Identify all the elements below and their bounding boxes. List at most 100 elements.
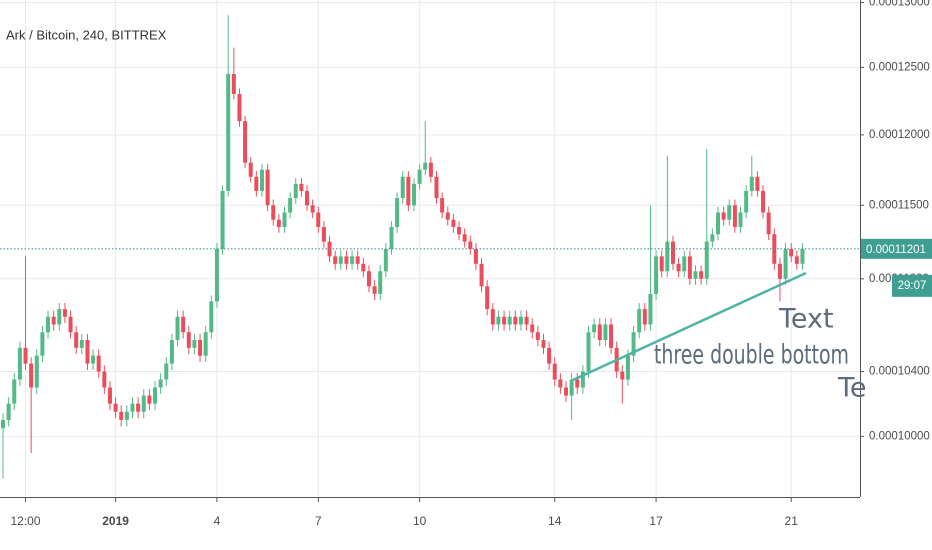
x-tick-label: 10 [413, 514, 427, 528]
candle-body [417, 169, 422, 184]
candle-body [485, 286, 490, 310]
candle-body [198, 340, 203, 356]
y-tick-label: 0.00013000 [869, 0, 930, 9]
candle-body [344, 256, 349, 264]
candle-body [654, 256, 659, 294]
candle-body [366, 271, 371, 287]
candle-body [248, 162, 253, 177]
candle-body [631, 332, 636, 356]
candle-body [305, 190, 310, 206]
candle-body [153, 387, 158, 404]
candle-body [259, 169, 264, 191]
y-tick-label: 0.00011500 [869, 199, 929, 211]
candle-body [316, 212, 321, 227]
candle-body [226, 74, 231, 191]
candle-body [648, 293, 653, 325]
candle-body [423, 162, 428, 170]
candle-body [124, 411, 129, 420]
candle-body [445, 212, 450, 220]
candle-body [794, 256, 799, 264]
candle-body [310, 205, 315, 213]
x-tick-label: 17 [649, 514, 663, 528]
candle-body [372, 286, 377, 294]
x-tick-label: 14 [548, 514, 562, 528]
candle-body [580, 371, 585, 388]
candle-body [209, 301, 214, 333]
candle-body [40, 332, 45, 356]
candle-body [186, 332, 191, 348]
candle-body [687, 256, 692, 279]
last-price-tag [861, 238, 932, 259]
candle-body [158, 379, 163, 388]
candle-body [676, 263, 681, 272]
chart-title: Ark / Bitcoin, 240, BITTREX [6, 27, 167, 42]
candle-body [169, 340, 174, 364]
candle-body [502, 316, 507, 325]
candle-body [46, 316, 51, 333]
candle-body [192, 340, 197, 348]
y-tick-label: 0.00010000 [869, 430, 930, 442]
candle-body [637, 309, 642, 333]
candle-body [119, 411, 124, 420]
candle-body [12, 379, 17, 404]
candle-body [141, 395, 146, 412]
candle-body [434, 176, 439, 199]
candle-body [721, 212, 726, 220]
candle-body [321, 226, 326, 242]
candle-body [51, 316, 56, 325]
candle-body [29, 363, 34, 388]
y-tick-label: 0.00010400 [869, 366, 930, 378]
x-tick-label: 2019 [102, 514, 129, 528]
candle-body [732, 205, 737, 227]
candle-body [1, 419, 5, 429]
candle-body [682, 256, 687, 272]
candle-body [586, 332, 591, 372]
candle-body [670, 241, 675, 264]
candle-body [704, 241, 709, 279]
candle-body [479, 263, 484, 287]
candle-body [378, 271, 383, 294]
candle-body [524, 316, 529, 325]
candle-body [113, 403, 118, 412]
candle-body [800, 248, 805, 264]
candle-body [513, 316, 518, 325]
candle-body [693, 271, 698, 279]
candle-body [96, 355, 101, 372]
candle-body [761, 190, 766, 213]
candle-body [597, 324, 602, 341]
candle-body [744, 190, 749, 213]
candle-body [738, 212, 743, 227]
x-tick-label: 4 [214, 514, 221, 528]
x-tick-label: 7 [315, 514, 322, 528]
candle-body [552, 363, 557, 380]
candle-body [620, 371, 625, 380]
candle-body [91, 355, 96, 364]
candle-body [575, 379, 580, 388]
candle-body [271, 205, 276, 220]
candle-body [68, 316, 73, 333]
candle-body [361, 263, 366, 272]
candle-body [181, 316, 186, 333]
candle-body [164, 363, 169, 380]
candle-body [625, 355, 630, 380]
candle-body [333, 256, 338, 264]
candle-body [243, 121, 248, 163]
candle-body [265, 169, 270, 206]
candle-body [451, 219, 456, 227]
candle-body [237, 94, 242, 122]
candle-body [203, 332, 208, 356]
candle-body [411, 183, 416, 206]
candle-body [766, 212, 771, 235]
candle-body [569, 379, 574, 396]
candle-body [535, 332, 540, 341]
x-tick-label: 12:00 [11, 514, 41, 528]
candle-body [659, 256, 664, 272]
candle-body [282, 212, 287, 227]
candle-body [642, 309, 647, 325]
candle-body [541, 340, 546, 348]
candle-body [136, 403, 141, 412]
candle-body [406, 176, 411, 206]
candle-body [400, 176, 405, 199]
candle-body [783, 248, 788, 279]
